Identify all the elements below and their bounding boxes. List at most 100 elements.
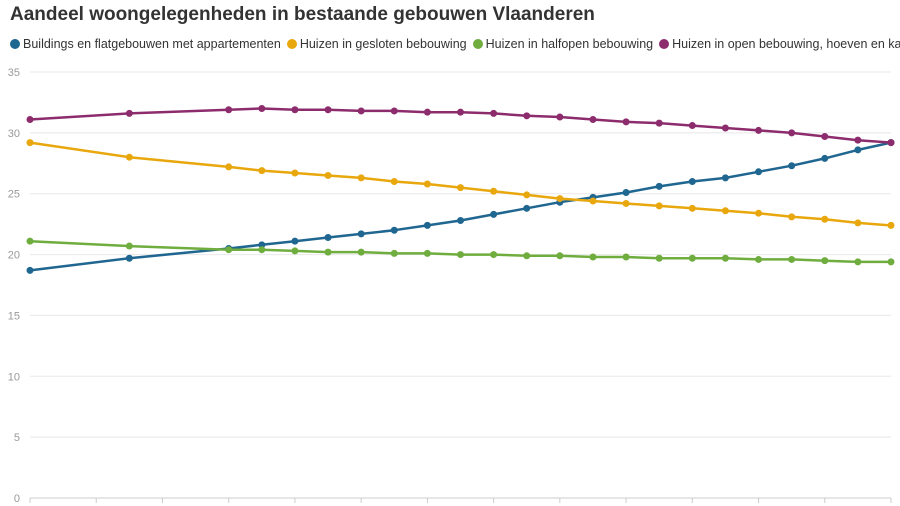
data-point-3-7[interactable] xyxy=(390,107,398,115)
data-point-0-5[interactable] xyxy=(324,234,332,242)
data-point-1-19[interactable] xyxy=(788,213,796,221)
data-point-1-3[interactable] xyxy=(258,167,266,175)
legend-item-halfopen[interactable]: Huizen in halfopen bebouwing xyxy=(472,37,653,51)
data-point-2-12[interactable] xyxy=(556,252,564,260)
data-point-2-14[interactable] xyxy=(622,253,630,261)
data-point-1-12[interactable] xyxy=(556,195,564,203)
data-point-3-4[interactable] xyxy=(291,106,299,114)
data-point-2-1[interactable] xyxy=(125,242,133,250)
data-point-1-17[interactable] xyxy=(721,207,729,215)
data-point-3-14[interactable] xyxy=(622,118,630,126)
data-point-3-20[interactable] xyxy=(821,133,829,141)
data-point-3-11[interactable] xyxy=(523,112,531,120)
series-points xyxy=(26,105,895,274)
legend-swatch-open xyxy=(659,39,670,49)
data-point-0-9[interactable] xyxy=(457,216,464,224)
data-point-3-8[interactable] xyxy=(423,108,431,116)
data-point-1-14[interactable] xyxy=(622,199,630,207)
data-point-3-18[interactable] xyxy=(755,126,763,134)
y-tick-label: 15 xyxy=(8,310,20,322)
data-point-3-17[interactable] xyxy=(721,124,729,132)
data-point-3-15[interactable] xyxy=(655,119,663,127)
data-point-3-13[interactable] xyxy=(589,115,597,123)
data-point-1-2[interactable] xyxy=(225,163,233,171)
data-point-0-14[interactable] xyxy=(622,188,630,196)
data-point-1-11[interactable] xyxy=(523,191,531,199)
data-point-2-10[interactable] xyxy=(490,251,498,259)
data-point-0-10[interactable] xyxy=(490,210,498,218)
data-point-3-21[interactable] xyxy=(854,136,862,144)
data-point-3-2[interactable] xyxy=(225,106,233,114)
data-point-0-17[interactable] xyxy=(721,174,729,182)
data-point-1-7[interactable] xyxy=(390,178,398,186)
data-point-3-6[interactable] xyxy=(357,107,365,115)
data-point-3-0[interactable] xyxy=(26,115,34,123)
data-point-2-5[interactable] xyxy=(324,248,332,256)
y-tick-label: 35 xyxy=(8,67,20,79)
data-point-2-15[interactable] xyxy=(655,254,663,262)
data-point-2-13[interactable] xyxy=(589,253,597,261)
data-point-0-6[interactable] xyxy=(357,230,365,238)
data-point-0-1[interactable] xyxy=(125,254,133,262)
data-point-2-9[interactable] xyxy=(457,251,464,259)
data-point-1-21[interactable] xyxy=(854,219,862,227)
data-point-3-9[interactable] xyxy=(457,108,464,116)
data-point-3-3[interactable] xyxy=(258,105,266,113)
data-point-1-1[interactable] xyxy=(125,153,133,161)
data-point-3-10[interactable] xyxy=(490,109,498,117)
data-point-1-4[interactable] xyxy=(291,169,299,177)
data-point-2-19[interactable] xyxy=(788,255,796,263)
data-point-1-10[interactable] xyxy=(490,187,498,195)
data-point-1-22[interactable] xyxy=(887,221,895,229)
data-point-2-11[interactable] xyxy=(523,252,531,260)
y-tick-label: 0 xyxy=(14,493,20,505)
data-point-0-11[interactable] xyxy=(523,204,531,212)
data-point-2-6[interactable] xyxy=(357,248,365,256)
data-point-3-5[interactable] xyxy=(324,106,332,114)
legend-swatch-buildings xyxy=(10,39,20,49)
data-point-2-18[interactable] xyxy=(755,255,763,263)
data-point-2-2[interactable] xyxy=(225,246,233,254)
data-point-2-0[interactable] xyxy=(26,237,34,245)
data-point-0-15[interactable] xyxy=(655,182,663,190)
data-point-0-8[interactable] xyxy=(423,221,431,229)
data-point-0-4[interactable] xyxy=(291,237,299,245)
data-point-0-16[interactable] xyxy=(688,178,696,186)
data-point-0-21[interactable] xyxy=(854,146,862,154)
data-point-1-20[interactable] xyxy=(821,215,829,223)
data-point-2-17[interactable] xyxy=(721,254,729,262)
y-axis: 0 5 10 15 20 25 30 35 xyxy=(8,67,20,505)
chart-title: Aandeel woongelegenheden in bestaande ge… xyxy=(10,4,595,25)
data-point-1-13[interactable] xyxy=(589,197,597,205)
data-point-1-9[interactable] xyxy=(457,184,464,192)
legend-item-open[interactable]: Huizen in open bebouwing, hoeven en kast… xyxy=(659,37,900,51)
data-point-1-8[interactable] xyxy=(423,180,431,188)
data-point-1-5[interactable] xyxy=(324,171,332,179)
data-point-2-8[interactable] xyxy=(423,249,431,257)
data-point-2-21[interactable] xyxy=(854,258,862,266)
data-point-0-3[interactable] xyxy=(258,241,266,249)
data-point-2-22[interactable] xyxy=(887,258,895,266)
data-point-2-3[interactable] xyxy=(258,246,266,254)
data-point-0-18[interactable] xyxy=(755,168,763,176)
data-point-3-12[interactable] xyxy=(556,113,564,121)
data-point-1-0[interactable] xyxy=(26,139,34,147)
data-point-3-1[interactable] xyxy=(125,109,133,117)
data-point-0-0[interactable] xyxy=(26,266,34,274)
data-point-3-22[interactable] xyxy=(887,139,895,147)
data-point-2-16[interactable] xyxy=(688,254,696,262)
data-point-0-20[interactable] xyxy=(821,154,829,162)
data-point-0-19[interactable] xyxy=(788,162,796,170)
data-point-1-18[interactable] xyxy=(755,209,763,217)
data-point-2-7[interactable] xyxy=(390,249,398,257)
data-point-0-7[interactable] xyxy=(390,226,398,234)
data-point-3-19[interactable] xyxy=(788,129,796,137)
legend-item-gesloten[interactable]: Huizen in gesloten bebouwing xyxy=(286,37,467,51)
data-point-2-20[interactable] xyxy=(821,257,829,265)
data-point-1-6[interactable] xyxy=(357,174,365,182)
data-point-1-16[interactable] xyxy=(688,204,696,212)
data-point-2-4[interactable] xyxy=(291,247,299,255)
data-point-3-16[interactable] xyxy=(688,122,696,130)
data-point-1-15[interactable] xyxy=(655,202,663,210)
legend-item-buildings[interactable]: Buildings en flatgebouwen met appartemen… xyxy=(10,37,281,51)
